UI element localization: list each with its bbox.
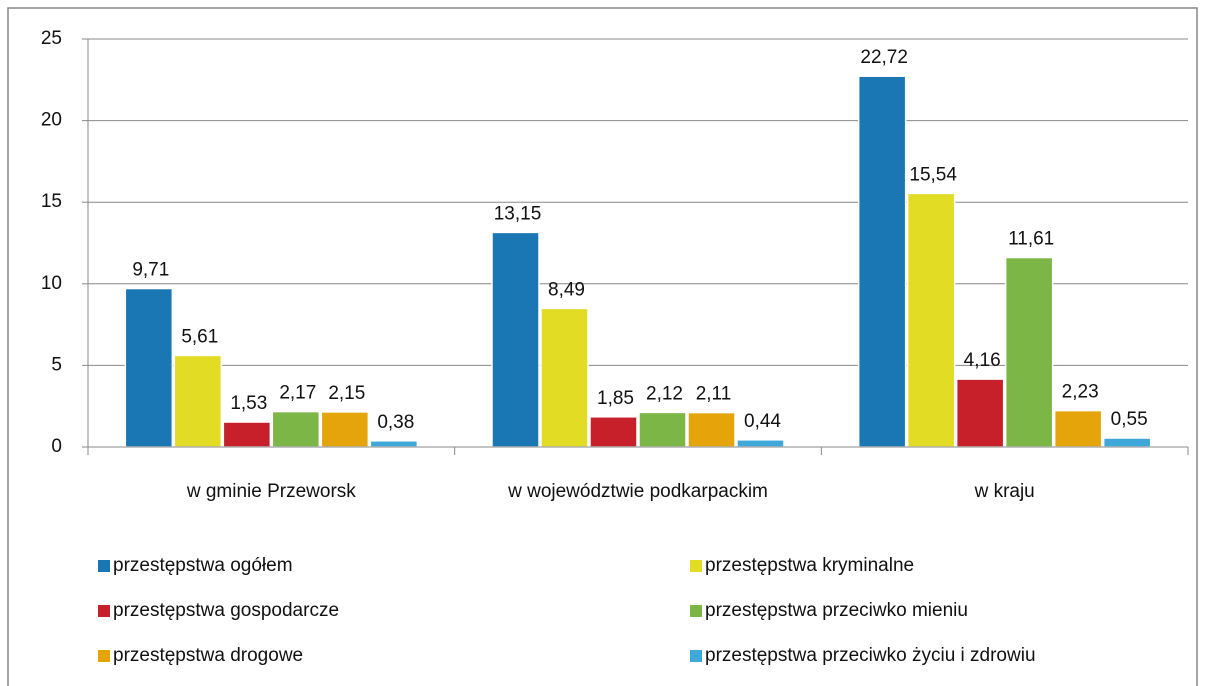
data-label: 5,61 [181, 326, 218, 347]
data-label: 22,72 [860, 47, 908, 68]
data-label: 9,71 [132, 260, 169, 281]
data-label: 2,17 [279, 383, 316, 404]
bar [222, 421, 272, 448]
data-label: 2,12 [646, 383, 683, 404]
chart-frame [7, 7, 1198, 686]
bar [1053, 409, 1103, 448]
legend-label: przestępstwa gospodarcze [113, 600, 339, 621]
bar [687, 411, 736, 448]
data-label: 1,85 [597, 388, 634, 409]
bar [271, 410, 321, 448]
x-tick-label: w gminie Przeworsk [186, 481, 356, 502]
legend-swatch [98, 650, 110, 662]
bar [638, 411, 687, 448]
legend-label: przestępstwa kryminalne [705, 555, 914, 576]
data-label: 13,15 [494, 203, 542, 224]
bar [1004, 256, 1054, 448]
legend-label: przestępstwa przeciwko mieniu [705, 600, 968, 621]
data-label: 0,44 [744, 411, 781, 432]
data-label: 2,23 [1062, 382, 1099, 403]
bar [173, 354, 223, 448]
y-tick-label: 15 [41, 191, 62, 212]
y-tick-label: 10 [41, 273, 62, 294]
data-label: 4,16 [964, 350, 1001, 371]
data-label: 8,49 [548, 279, 585, 300]
legend-label: przestępstwa ogółem [113, 555, 293, 576]
legend-swatch [98, 560, 110, 572]
data-label: 0,38 [377, 412, 414, 433]
legend-swatch [690, 650, 702, 662]
legend-label: przestępstwa drogowe [113, 645, 303, 666]
y-tick-label: 25 [41, 28, 62, 49]
data-label: 15,54 [909, 164, 957, 185]
x-tick-label: w województwie podkarpackim [507, 481, 768, 502]
data-label: 2,11 [696, 384, 732, 405]
y-tick-label: 0 [51, 436, 62, 457]
bar [491, 231, 540, 448]
bar [589, 416, 638, 448]
bar [857, 75, 907, 448]
data-label: 11,61 [1008, 229, 1054, 250]
legend-swatch [98, 605, 110, 617]
data-label: 1,53 [230, 393, 267, 414]
data-label: 2,15 [328, 383, 365, 404]
legend-swatch [690, 605, 702, 617]
y-tick-label: 5 [51, 354, 62, 375]
bar [1102, 437, 1152, 448]
legend-swatch [690, 560, 702, 572]
x-tick-label: w kraju [974, 481, 1035, 502]
bar [955, 378, 1005, 448]
bar [906, 192, 956, 448]
bar [320, 411, 370, 448]
bar [736, 439, 785, 448]
data-label: 0,55 [1111, 409, 1148, 430]
legend-label: przestępstwa przeciwko życiu i zdrowiu [705, 645, 1036, 666]
bar [124, 287, 174, 448]
bar [369, 440, 419, 448]
y-tick-label: 20 [41, 110, 62, 131]
bar [540, 307, 589, 448]
